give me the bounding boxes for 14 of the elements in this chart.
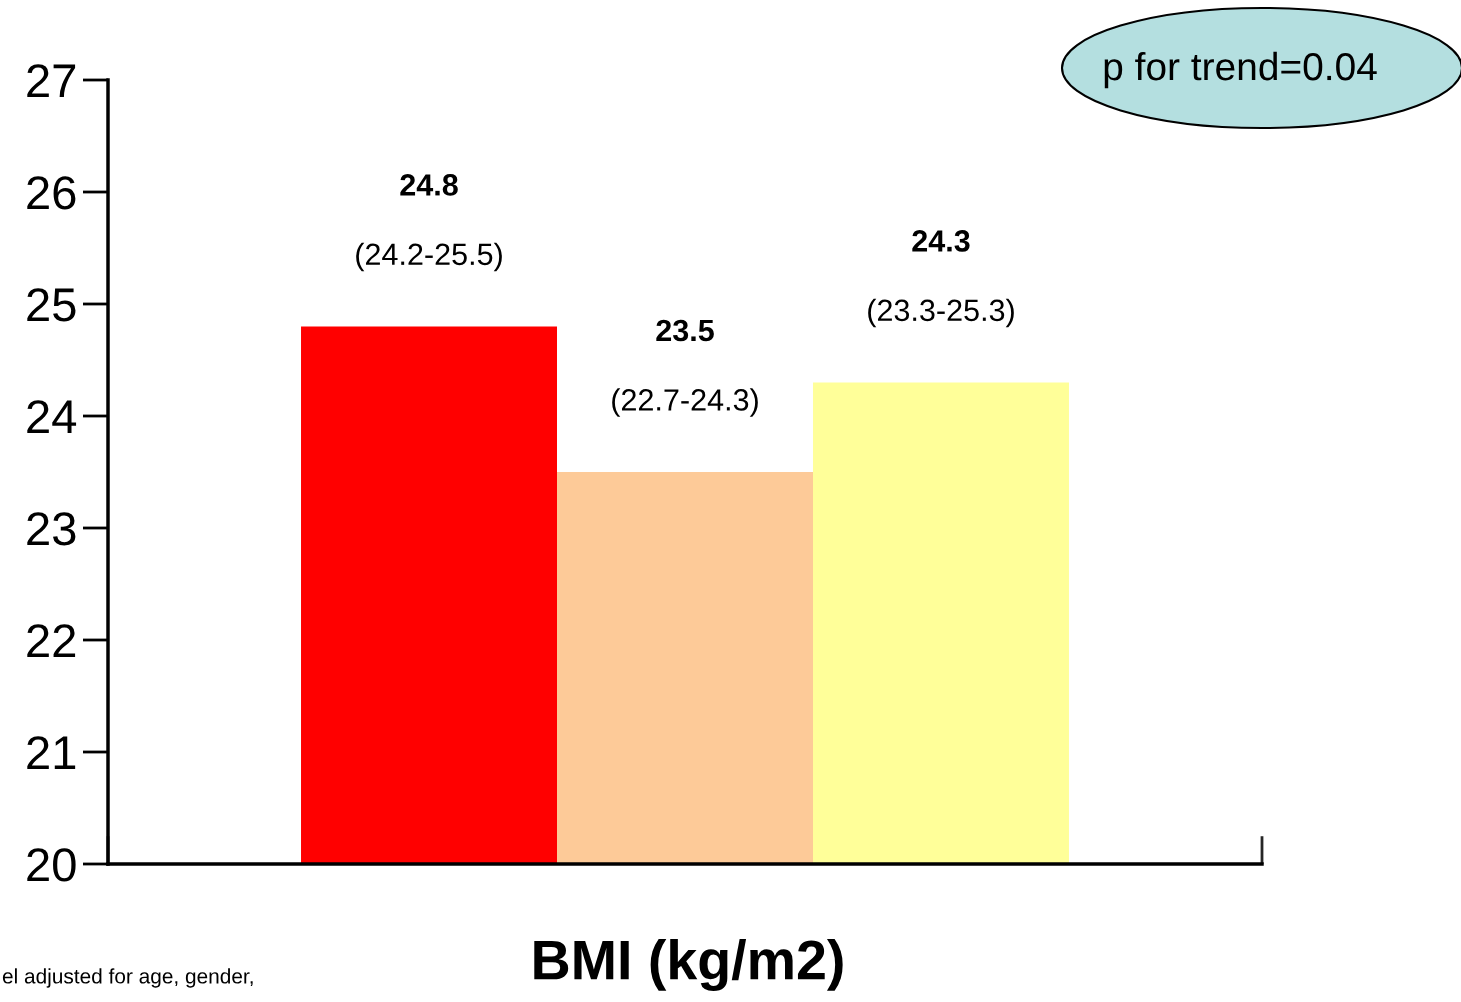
y-tick-label: 20 bbox=[27, 848, 76, 882]
y-tick-label: 21 bbox=[27, 736, 76, 770]
text: 23.5 (22.7-24.3) bbox=[612, 319, 758, 417]
text: el adjusted for age, gender, bbox=[2, 968, 253, 988]
y-tick-label: 22 bbox=[27, 624, 76, 658]
annotation: p for trend=0.04 bbox=[1104, 51, 1377, 89]
x-axis-title: BMI (kg/m2) bbox=[534, 938, 843, 992]
y-tick-label: 27 bbox=[27, 64, 76, 98]
text: 24.8 (24.2-25.5) bbox=[356, 174, 502, 272]
y-tick-label: 25 bbox=[27, 288, 76, 322]
y-tick-label: 23 bbox=[27, 512, 76, 546]
y-tick-label: 24 bbox=[27, 400, 77, 434]
y-tick-label: 26 bbox=[27, 176, 76, 210]
text: 24.3 (23.3-25.3) bbox=[868, 230, 1014, 328]
